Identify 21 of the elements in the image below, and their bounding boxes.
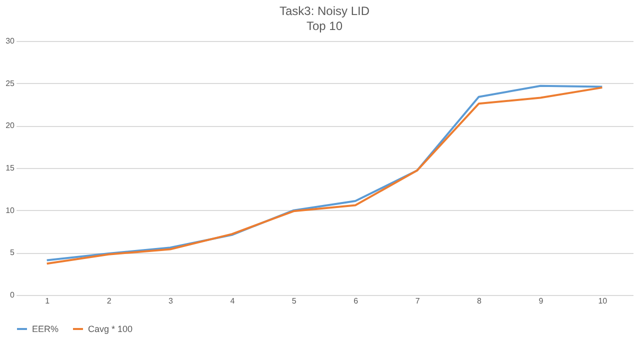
x-tick-label: 8 xyxy=(477,296,482,306)
y-tick-label: 20 xyxy=(6,121,16,130)
chart-title: Task3: Noisy LID xyxy=(279,4,370,18)
y-tick-label: 15 xyxy=(6,164,16,172)
x-tick-label: 1 xyxy=(45,296,50,306)
y-tick-label: 10 xyxy=(6,206,16,215)
legend-label: Cavg * 100 xyxy=(88,324,133,334)
x-tick-label: 7 xyxy=(415,296,420,306)
x-tick-label: 5 xyxy=(292,296,297,306)
legend-label: EER% xyxy=(32,324,59,334)
y-tick-label: 5 xyxy=(10,248,16,258)
chart-subtitle: Top 10 xyxy=(306,19,343,33)
y-tick-label: 25 xyxy=(6,78,16,88)
x-tick-label: 6 xyxy=(354,296,359,306)
x-tick-label: 10 xyxy=(598,296,608,306)
x-tick-label: 4 xyxy=(230,296,236,306)
x-tick-label: 2 xyxy=(106,296,112,306)
x-tick-label: 9 xyxy=(538,296,544,306)
y-tick-label: 0 xyxy=(10,290,16,300)
y-tick-label: 30 xyxy=(6,36,16,46)
x-tick-label: 3 xyxy=(168,296,174,306)
